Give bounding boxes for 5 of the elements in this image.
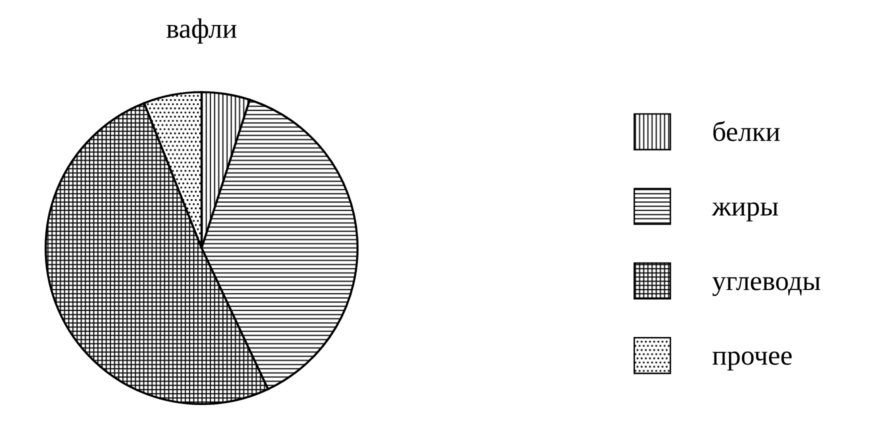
legend-label: белки <box>713 120 780 142</box>
legend-label: жиры <box>712 202 778 222</box>
chart-title: вафли <box>166 18 236 44</box>
legend-label: прочее <box>712 352 792 371</box>
legend-label: углеводы <box>712 276 820 296</box>
